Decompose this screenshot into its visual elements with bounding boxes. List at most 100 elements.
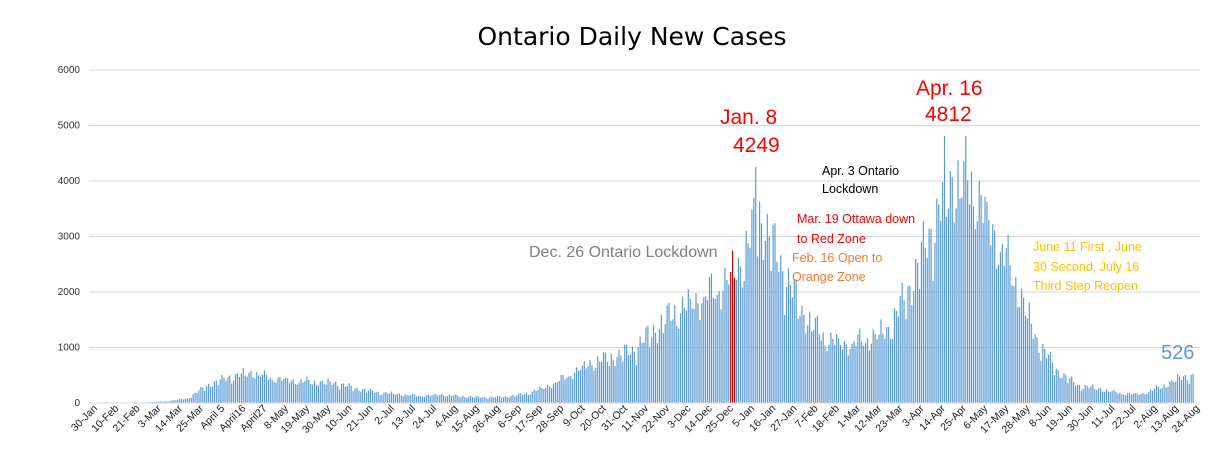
bar [658, 328, 661, 403]
bar [1032, 338, 1034, 403]
bar [491, 396, 493, 403]
y-tick-label: 3000 [58, 232, 81, 243]
bar [1163, 384, 1165, 403]
bar [167, 401, 169, 403]
bar [891, 339, 894, 403]
bar [593, 370, 595, 403]
bar [342, 383, 345, 403]
bar [236, 373, 239, 403]
bar [558, 381, 560, 403]
bar [427, 394, 429, 403]
bar [789, 284, 792, 403]
bar [456, 395, 458, 403]
bar [589, 360, 591, 403]
bar [396, 394, 398, 403]
bar [433, 394, 435, 403]
annotation-june-line3: Third Step Reopen [1033, 279, 1138, 293]
bar [547, 385, 549, 403]
bar [720, 309, 722, 403]
bar [416, 396, 418, 403]
bar [325, 384, 327, 403]
bar [876, 339, 878, 403]
bar [533, 389, 535, 403]
bar [242, 368, 244, 403]
bar [1069, 378, 1071, 403]
bar [394, 394, 397, 403]
bar [562, 374, 564, 403]
bar [685, 310, 687, 403]
bar [258, 375, 260, 403]
bar [190, 397, 192, 403]
bar [770, 271, 772, 403]
y-tick-label: 0 [74, 398, 80, 409]
bar [506, 397, 508, 403]
bar [323, 383, 325, 403]
bar [1094, 389, 1096, 403]
bar [244, 375, 246, 403]
bar [766, 213, 768, 403]
bar [811, 331, 813, 403]
bar [849, 348, 851, 403]
bar [884, 338, 886, 403]
bar [317, 385, 319, 403]
bar [1180, 380, 1183, 403]
bar [213, 381, 215, 403]
bar [502, 397, 504, 403]
bar [620, 355, 622, 403]
bar [641, 342, 643, 403]
bar [1015, 277, 1017, 403]
bar [208, 383, 210, 403]
bar [645, 327, 647, 403]
bar [1105, 389, 1107, 403]
bar [699, 319, 701, 403]
bar [429, 395, 431, 403]
bar [439, 395, 441, 403]
bar [587, 366, 589, 403]
bar [706, 300, 709, 403]
annotation-jan8-date: Jan. 8 [720, 106, 777, 129]
bar [855, 345, 857, 403]
bar [369, 388, 372, 403]
bar [836, 334, 838, 403]
annotation-apr3-line2: Lockdown [822, 182, 878, 196]
bar [631, 346, 634, 403]
bar [986, 201, 988, 403]
bar [839, 344, 842, 403]
bar [437, 395, 439, 403]
bar [365, 392, 368, 403]
bar [785, 287, 788, 403]
bar [978, 180, 980, 403]
bar [1169, 381, 1171, 403]
bar [618, 349, 620, 403]
bar [951, 176, 953, 403]
bar [822, 332, 824, 403]
bar [169, 401, 171, 403]
bar [888, 326, 890, 403]
bar [984, 196, 986, 403]
bar [932, 281, 934, 403]
bar [337, 386, 339, 403]
bar [990, 245, 992, 403]
bar [949, 170, 951, 403]
bar [760, 223, 763, 403]
bar [481, 397, 483, 403]
bar [327, 378, 329, 403]
bar [231, 383, 233, 403]
bar [1051, 362, 1054, 403]
bar [404, 394, 406, 403]
bar [749, 248, 751, 403]
bar [537, 390, 539, 403]
bar [352, 391, 354, 403]
bar [358, 390, 360, 403]
annotation-jan8-value: 4249 [733, 134, 780, 157]
bar [381, 394, 383, 403]
bar [495, 397, 497, 403]
bar [196, 393, 198, 403]
bar [165, 401, 167, 403]
bar [924, 247, 926, 403]
bar [556, 382, 558, 403]
bar [841, 349, 844, 403]
bar [1173, 382, 1175, 403]
bar [541, 388, 543, 403]
